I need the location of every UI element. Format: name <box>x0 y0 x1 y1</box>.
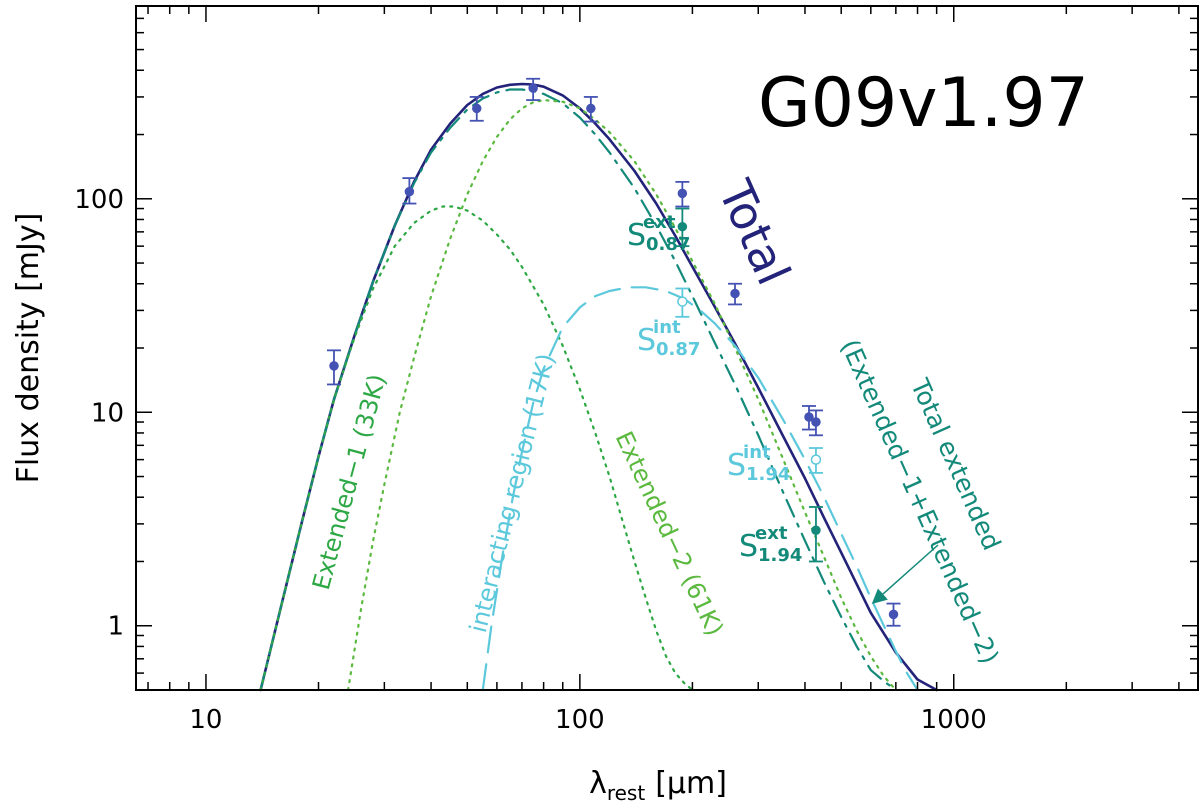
y-tick-label: 1 <box>107 612 124 642</box>
data-point-5 <box>675 180 690 208</box>
y-tick-label: 100 <box>74 185 124 215</box>
data-point-7 <box>801 405 816 431</box>
x-axis-label-lambda: λ <box>589 766 607 801</box>
point-marker <box>472 103 482 114</box>
point-marker <box>730 288 740 299</box>
point-marker <box>404 186 415 197</box>
series-extended-2-line <box>347 98 897 692</box>
y-axis-label: Flux density [mJy] <box>11 213 46 484</box>
point-marker <box>329 361 339 371</box>
data-point-4 <box>583 96 598 123</box>
data-point-10 <box>675 207 690 248</box>
data-point-0 <box>326 349 341 386</box>
point-marker <box>888 609 899 620</box>
total-extended-arrow <box>871 544 939 604</box>
point-marker <box>677 188 688 199</box>
data-point-11 <box>675 287 690 318</box>
x-axis-label: λrest [μm] <box>589 766 727 805</box>
x-tick-label: 100 <box>555 705 605 735</box>
point-marker <box>677 221 688 232</box>
data-point-2 <box>469 96 484 122</box>
point-marker <box>586 103 596 114</box>
chart-title: G09v1.97 <box>758 64 1089 143</box>
data-points-layer <box>326 77 901 627</box>
x-axis-label-sub: rest <box>607 781 646 805</box>
s087-ext-label: Sext 0.87 <box>627 212 690 255</box>
series-total-line <box>259 88 897 692</box>
data-point-13 <box>808 506 823 563</box>
s194-int-label: Sint 1.94 <box>727 442 790 485</box>
series-extended-1-line <box>259 205 694 692</box>
point-marker <box>528 83 538 93</box>
data-point-1 <box>402 177 417 205</box>
x-axis-label-units: [μm] <box>655 766 727 801</box>
data-point-8 <box>808 409 823 437</box>
data-point-3 <box>526 77 541 101</box>
data-point-12 <box>808 447 823 474</box>
point-marker <box>677 296 688 307</box>
data-point-9 <box>886 602 901 627</box>
y-tick-label: 10 <box>91 398 124 428</box>
plot-frame <box>135 5 1199 691</box>
s087-int-label: Sint 0.87 <box>637 317 700 360</box>
point-marker <box>810 454 822 465</box>
x-tick-label: 1000 <box>921 705 987 735</box>
ticks-layer: 10 100 1000 1 10 100 <box>74 5 1198 735</box>
point-marker <box>811 525 821 536</box>
data-point-6 <box>728 282 743 306</box>
x-tick-label: 10 <box>189 705 222 735</box>
s194-ext-label: Sext 1.94 <box>739 523 802 566</box>
point-marker <box>804 412 814 422</box>
point-marker <box>811 417 821 427</box>
